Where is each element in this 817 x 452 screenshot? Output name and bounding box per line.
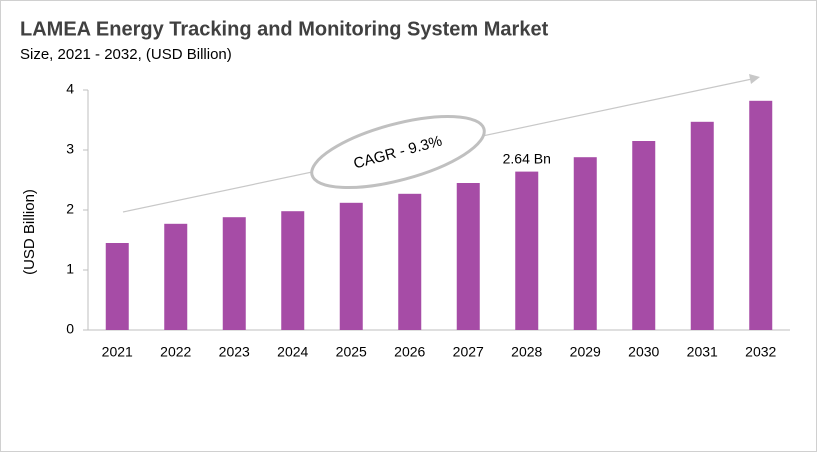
bar xyxy=(573,157,597,330)
x-tick-label: 2022 xyxy=(160,344,191,360)
bar xyxy=(281,211,305,330)
x-tick-label: 2028 xyxy=(511,344,542,360)
y-axis-label: (USD Billion) xyxy=(21,189,38,275)
arrow-head xyxy=(749,74,760,84)
bar xyxy=(456,183,480,330)
bar xyxy=(339,202,363,330)
cagr-ellipse xyxy=(310,114,486,190)
y-tick-label: 1 xyxy=(66,261,74,277)
bar xyxy=(632,141,656,330)
chart-title: LAMEA Energy Tracking and Monitoring Sys… xyxy=(20,18,549,40)
bar xyxy=(690,121,714,330)
bar xyxy=(105,243,129,330)
y-tick-label: 4 xyxy=(66,81,74,97)
x-tick-label: 2029 xyxy=(570,344,601,360)
x-tick-label: 2031 xyxy=(687,344,718,360)
bar xyxy=(749,100,773,330)
x-tick-label: 2025 xyxy=(336,344,367,360)
x-tick-label: 2021 xyxy=(102,344,133,360)
x-tick-label: 2026 xyxy=(394,344,425,360)
x-tick-label: 2024 xyxy=(277,344,308,360)
bar xyxy=(398,193,422,330)
data-label: 2.64 Bn xyxy=(503,150,551,166)
chart-subtitle: Size, 2021 - 2032, (USD Billion) xyxy=(20,46,232,63)
bar xyxy=(164,223,188,330)
x-tick-label: 2032 xyxy=(745,344,776,360)
bar xyxy=(515,171,539,330)
y-tick-label: 3 xyxy=(66,141,74,157)
y-tick-label: 2 xyxy=(66,201,74,217)
y-tick-label: 0 xyxy=(66,321,74,337)
bar xyxy=(222,217,246,330)
x-tick-label: 2030 xyxy=(628,344,659,360)
x-tick-label: 2027 xyxy=(453,344,484,360)
x-tick-label: 2023 xyxy=(219,344,250,360)
